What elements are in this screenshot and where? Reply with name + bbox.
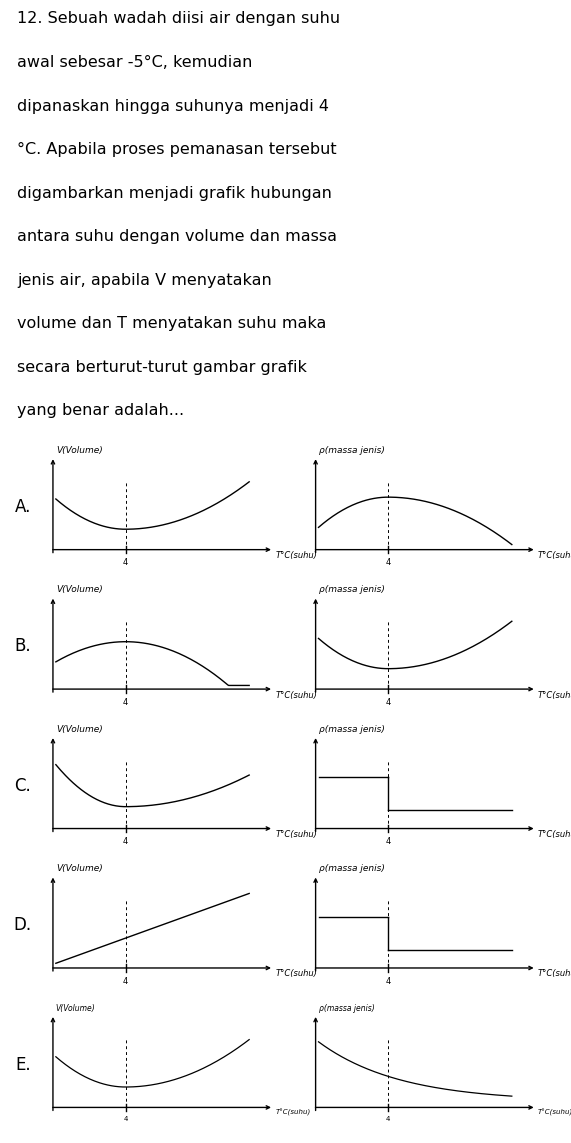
Text: T°C(suhu): T°C(suhu) [538, 551, 571, 560]
Text: 4: 4 [123, 1117, 128, 1122]
Text: T°C(suhu): T°C(suhu) [275, 690, 317, 700]
Text: antara suhu dengan volume dan massa: antara suhu dengan volume dan massa [17, 230, 337, 245]
Text: T°C(suhu): T°C(suhu) [538, 969, 571, 978]
Text: ρ(massa jenis): ρ(massa jenis) [319, 585, 384, 594]
Text: T°C(suhu): T°C(suhu) [538, 690, 571, 700]
Text: ρ(massa jenis): ρ(massa jenis) [319, 1004, 374, 1013]
Text: T°C(suhu): T°C(suhu) [275, 830, 317, 839]
Text: °C. Apabila proses pemanasan tersebut: °C. Apabila proses pemanasan tersebut [17, 142, 337, 157]
Text: ρ(massa jenis): ρ(massa jenis) [319, 864, 384, 873]
Text: T°C(suhu): T°C(suhu) [275, 1109, 311, 1116]
Text: yang benar adalah...: yang benar adalah... [17, 403, 184, 418]
Text: secara berturut-turut gambar grafik: secara berturut-turut gambar grafik [17, 360, 307, 375]
Text: awal sebesar -5°C, kemudian: awal sebesar -5°C, kemudian [17, 55, 252, 70]
Text: 4: 4 [385, 698, 391, 706]
Text: V(Volume): V(Volume) [56, 585, 103, 594]
Text: digambarkan menjadi grafik hubungan: digambarkan menjadi grafik hubungan [17, 185, 332, 201]
Text: 4: 4 [123, 559, 128, 567]
Text: V(Volume): V(Volume) [56, 864, 103, 873]
Text: C.: C. [14, 777, 31, 794]
Text: volume dan T menyatakan suhu maka: volume dan T menyatakan suhu maka [17, 317, 327, 331]
Text: ρ(massa jenis): ρ(massa jenis) [319, 446, 384, 455]
Text: B.: B. [14, 638, 31, 655]
Text: T°C(suhu): T°C(suhu) [275, 969, 317, 978]
Text: 4: 4 [385, 838, 391, 846]
Text: 4: 4 [123, 698, 128, 706]
Text: 4: 4 [386, 1117, 391, 1122]
Text: 4: 4 [385, 977, 391, 985]
Text: E.: E. [15, 1056, 31, 1073]
Text: A.: A. [15, 498, 31, 515]
Text: 4: 4 [123, 977, 128, 985]
Text: 4: 4 [123, 838, 128, 846]
Text: V(Volume): V(Volume) [56, 725, 103, 734]
Text: 4: 4 [385, 559, 391, 567]
Text: T°C(suhu): T°C(suhu) [275, 551, 317, 560]
Text: jenis air, apabila V menyatakan: jenis air, apabila V menyatakan [17, 273, 272, 288]
Text: dipanaskan hingga suhunya menjadi 4: dipanaskan hingga suhunya menjadi 4 [17, 98, 329, 113]
Text: V(Volume): V(Volume) [56, 1004, 95, 1013]
Text: ρ(massa jenis): ρ(massa jenis) [319, 725, 384, 734]
Text: T°C(suhu): T°C(suhu) [538, 1109, 571, 1116]
Text: D.: D. [14, 917, 32, 934]
Text: 12. Sebuah wadah diisi air dengan suhu: 12. Sebuah wadah diisi air dengan suhu [17, 11, 340, 26]
Text: T°C(suhu): T°C(suhu) [538, 830, 571, 839]
Text: V(Volume): V(Volume) [56, 446, 103, 455]
